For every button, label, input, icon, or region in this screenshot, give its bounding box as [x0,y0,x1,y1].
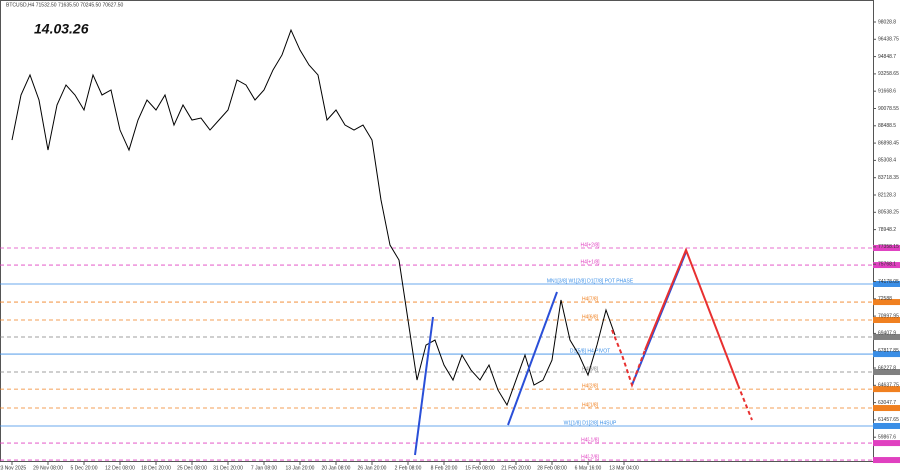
level-label: H4[+2/8] [580,242,600,248]
y-tick-label: 80538.25 [878,210,899,216]
x-tick-label: 5 Dec 20:00 [71,465,98,471]
x-tick-label: 12 Dec 08:00 [105,465,135,471]
level-label: MN1[3/8] W1[2/8] D1[7/8] POT PHASE [547,278,634,284]
forecast-lines [414,247,753,456]
y-tick-label: 85308.4 [878,158,896,164]
level-label: D1[5/8] H4 PIVOT [570,348,610,354]
y-tick-label: 78948.2 [878,227,896,233]
y-tick-label: 67817.85 [878,348,899,354]
header: BTCUSD,H4 71532.50 71635.50 70245.50 706… [6,2,124,8]
x-tick-label: 28 Feb 08:00 [537,465,567,471]
y-tick-label: 77358.15 [878,244,899,250]
level-badge [873,244,900,251]
level-badge [873,280,900,287]
level-badge [873,317,900,324]
y-tick-label: 64637.75 [878,383,899,389]
x-tick-label: 18 Dec 20:00 [141,465,171,471]
y-tick-label: 93258.65 [878,71,899,77]
y-tick-label: 69407.9 [878,331,896,337]
x-tick-label: 6 Mar 16:00 [575,465,602,471]
x-tick-label: 26 Jan 20:00 [358,465,387,471]
level-label: H4[3/8] [582,366,599,372]
level-label: H4[2/8] [582,383,599,389]
level-label: H4[7/8] [582,296,599,302]
trend-line [414,316,434,456]
level-badge [873,386,900,393]
y-tick-label: 94848.7 [878,54,896,60]
x-tick-label: 23 Nov 2025 [0,465,26,471]
x-tick-label: 13 Mar 04:00 [609,465,639,471]
y-tick-label: 75768.1 [878,262,896,268]
x-tick-label: 21 Feb 20:00 [501,465,531,471]
level-label: H4[1/8] [582,402,599,408]
level-label: H4[-2/8] [581,454,599,460]
plot-frame [0,0,874,462]
y-tick-label: 59867.6 [878,435,896,441]
level-badge [873,299,900,306]
x-tick-label: 31 Dec 20:00 [213,465,243,471]
y-tick-label: 88488.5 [878,123,896,129]
level-badge [873,351,900,358]
x-tick-label: 20 Jan 08:00 [322,465,351,471]
forecast-path [611,329,646,389]
level-badge [873,440,900,447]
level-badge [873,262,900,269]
y-tick-label: 86898.45 [878,140,899,146]
level-label: W1[1/8] D1[2/8] H4SUP [564,420,617,426]
axes: 98028.8 96438.75 94848.7 93258.65 91668.6 900… [0,19,899,471]
y-tick-label: 63047.7 [878,400,896,406]
y-tick-label: 66227.8 [878,365,896,371]
level-badge [873,422,900,429]
chart-title: 14.03.26 [34,21,89,37]
levels: H4[+2/8] H4[+1/8] MN1[3/8] W1[2/8] D1[7/8]… [0,242,900,464]
y-tick-label: 82128.3 [878,192,896,198]
x-tick-label: 13 Jan 20:00 [286,465,315,471]
level-label: H4[+1/8] [580,259,600,265]
level-label: H4[-1/8] [581,437,599,443]
x-tick-label: 2 Feb 08:00 [395,465,422,471]
x-tick-label: 15 Feb 08:00 [465,465,495,471]
y-tick-label: 90078.55 [878,106,899,112]
x-tick-label: 7 Jan 08:00 [251,465,277,471]
level-badge [873,405,900,412]
price [11,28,616,407]
level-label: H4[6/8] [582,314,599,320]
forecast-path [644,247,739,386]
forecast-path [737,384,753,421]
y-tick-label: 61457.65 [878,417,899,423]
level-badge [873,457,900,464]
level-badge [873,333,900,340]
level-badge [873,369,900,376]
x-tick-label: 29 Nov 08:00 [33,465,63,471]
y-tick-label: 70997.95 [878,313,899,319]
y-tick-label: 72588 [878,296,892,302]
y-tick-label: 98028.8 [878,19,896,25]
price-line [11,28,616,407]
y-tick-label: 83718.35 [878,175,899,181]
x-tick-label: 25 Dec 08:00 [177,465,207,471]
y-tick-label: 91668.6 [878,89,896,95]
trend-line [507,291,558,426]
x-tick-label: 8 Feb 20:00 [431,465,458,471]
y-tick-label: 96438.75 [878,37,899,43]
y-tick-label: 74178.05 [878,279,899,285]
